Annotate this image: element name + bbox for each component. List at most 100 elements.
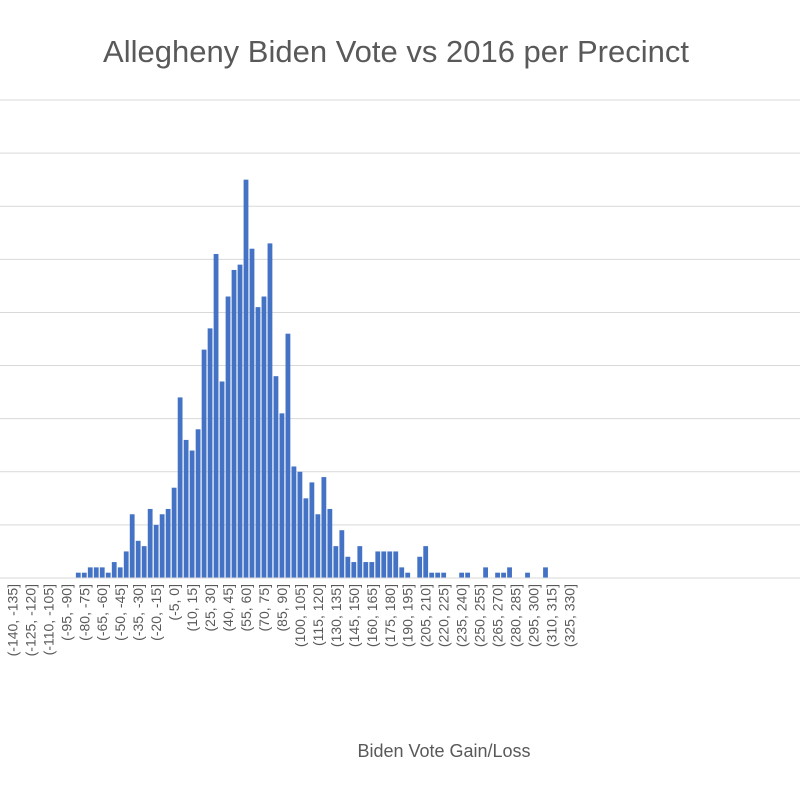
x-tick-label: (265, 270] [490,584,506,647]
bar [321,477,327,578]
bar [405,572,411,578]
bar [159,514,165,578]
bar [273,376,279,578]
x-tick-label: (160, 165] [364,584,380,647]
x-tick-label: (-20, -15] [148,584,164,641]
bar [201,349,207,578]
bar [141,546,147,578]
bar [237,264,243,578]
x-tick-label: (-65, -60] [94,584,110,641]
x-tick-label: (-110, -105] [40,584,56,655]
bar [357,546,363,578]
bar [195,429,201,578]
x-tick-label: (310, 315] [543,584,559,647]
x-tick-label: (85, 90] [274,584,290,631]
bar [333,546,339,578]
x-tick-label: (220, 225] [436,584,452,647]
x-tick-label: (40, 45] [220,584,236,631]
x-tick-label: (325, 330] [561,584,577,647]
bar [501,572,506,578]
bar [165,508,171,578]
x-tick-label: (10, 15] [184,584,200,631]
bar [441,572,447,578]
bar [117,567,123,578]
bar [171,487,177,578]
chart-title: Allegheny Biden Vote vs 2016 per Precinc… [103,34,689,69]
bar [345,556,351,578]
bar [81,572,87,578]
bar [387,551,393,578]
bar [231,269,237,578]
bar [123,551,129,578]
bar [429,572,435,578]
bar [111,562,117,578]
bar [93,567,99,578]
bar [393,551,399,578]
x-tick-label: (250, 255] [472,584,488,647]
bar [315,514,321,578]
x-tick-label: (70, 75] [256,584,272,631]
bar [225,296,231,578]
bar [213,254,219,578]
bar [189,450,195,578]
x-tick-label: (-125, -120] [22,584,38,656]
bar [369,562,375,578]
bar [483,567,488,578]
bar [381,551,387,578]
x-tick-label: (-95, -90] [58,584,74,641]
bar [423,546,429,578]
x-tick-label: (-80, -75] [76,584,92,641]
x-axis-label: Biden Vote Gain/Loss [357,741,530,761]
bar [267,243,273,578]
bar [543,567,548,578]
bar [327,508,333,578]
bar [291,466,297,578]
bar [375,551,381,578]
x-tick-label: (115, 120] [310,584,326,646]
x-tick-label: (55, 60] [238,584,254,631]
bar [465,572,471,578]
bar [177,397,183,578]
bar [459,572,465,578]
bar [303,498,309,578]
bar [285,333,291,578]
gridlines [0,99,800,526]
bar [87,567,93,578]
x-tick-label: (175, 180] [382,584,398,647]
bar [351,562,357,578]
x-tick-label: (205, 210] [418,584,434,647]
x-tick-label: (235, 240] [454,584,470,647]
bars [75,179,548,578]
bar [525,572,530,578]
bar [249,248,255,578]
bar [417,556,423,578]
bar [153,524,159,578]
bar [507,567,512,578]
bar [279,413,285,578]
bar [255,307,261,578]
bar [297,471,303,578]
x-tick-label: (145, 150] [346,584,362,647]
x-tick-label: (25, 30] [202,584,218,631]
bar [75,572,81,578]
bar [147,508,153,578]
bar [309,482,315,578]
bar [495,572,500,578]
x-tick-label: (190, 195] [400,584,416,647]
x-tick-label: (280, 285] [508,584,524,647]
bar [207,328,213,578]
x-tick-label: (-35, -30] [130,584,146,641]
x-tick-label: (-140, -135] [4,584,20,656]
bar [183,439,189,578]
bar [129,514,135,578]
bar [261,296,267,578]
x-tick-label: (130, 135] [328,584,344,647]
x-tick-label: (-5, 0] [166,584,182,621]
x-tick-labels: (-140, -135] (-125, -120] (-110, -105] (-95… [4,584,577,656]
bar [105,572,111,578]
bar [99,567,105,578]
bar [399,567,405,578]
bar [435,572,441,578]
x-tick-label: (295, 300] [526,584,542,647]
